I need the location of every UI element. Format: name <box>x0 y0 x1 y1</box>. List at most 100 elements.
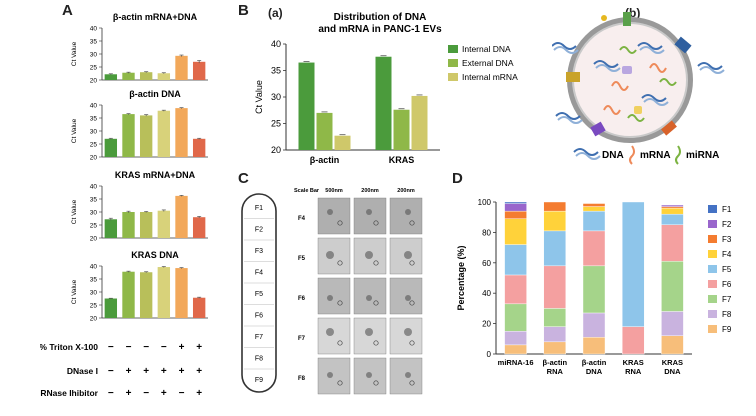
panel-b-tick-label: 40 <box>271 39 281 49</box>
panel-label-a: A <box>62 2 73 19</box>
external-dna-1 <box>697 62 723 70</box>
micrograph-particle <box>327 209 333 215</box>
condition-mark: + <box>179 342 185 353</box>
ev-schematic-drawing: DNA mRNA miRNA <box>552 12 725 165</box>
panel-d-category: KRAS <box>623 358 644 367</box>
panel-d-tick-label: 40 <box>482 289 491 298</box>
condition-mark: + <box>196 388 202 399</box>
panel-d-category: β-actin <box>543 358 568 367</box>
panel-d-segment <box>621 201 645 327</box>
panel-b-legend-label: Internal DNA <box>462 44 511 54</box>
panel-a2-tick-label: 35 <box>90 116 98 123</box>
panel-a2-bar <box>157 110 171 157</box>
panel-label-c: C <box>238 170 249 187</box>
panel-d-legend-label: F9 <box>722 325 732 334</box>
panel-d-segment <box>543 230 567 267</box>
panel-d-category: DNA <box>586 367 603 376</box>
panel-a1-tick-label: 30 <box>90 52 98 59</box>
micrograph-particle <box>405 209 411 215</box>
panel-a1-bar <box>175 55 188 80</box>
micrograph-particle <box>327 372 333 378</box>
micrograph <box>389 197 423 235</box>
micrograph-particle <box>404 328 412 336</box>
panel-d-segment <box>621 326 645 355</box>
stacked-chart: 100 80 60 40 20 0 Percentage (%) miRNA-16 β-acti… <box>456 198 732 376</box>
panel-a2-tick-label: 20 <box>90 155 98 162</box>
micrograph-row-label: F5 <box>298 256 306 262</box>
membrane-protein-3 <box>566 72 580 82</box>
panel-a1-tick-label: 25 <box>90 65 98 72</box>
panel-a3-tick-label: 40 <box>90 184 98 191</box>
panel-d-segment <box>504 303 527 332</box>
panel-a1-bar <box>104 74 118 80</box>
panel-a4-bar <box>139 272 153 318</box>
condition-label: DNase I <box>67 366 98 376</box>
micrograph-row-label: F8 <box>298 376 306 382</box>
panel-label-b: B <box>238 2 249 19</box>
micrograph <box>317 197 351 235</box>
panel-a2-bar <box>122 114 135 157</box>
panel-d-legend-swatch <box>708 250 717 258</box>
panel-a2-tick-label: 40 <box>90 103 98 110</box>
panel-d-ylabel: Percentage (%) <box>456 245 466 310</box>
condition-label: 1% Triton X-100 <box>40 342 98 352</box>
condition-mark: + <box>126 388 132 399</box>
panel-b-tick-label: 35 <box>271 66 281 76</box>
panel-d-segment <box>582 230 606 267</box>
fraction-label: F1 <box>255 205 263 212</box>
condition-mark: − <box>143 342 149 353</box>
panel-a-charts: β-actin mRNA+DNA 40 35 30 25 20 Ct Value β-acti… <box>40 12 208 399</box>
panel-d-segment <box>504 344 527 355</box>
internal-dna-5 <box>641 94 667 102</box>
external-dna-3 <box>552 42 577 50</box>
panel-a3-bar <box>157 210 171 238</box>
panel-b-tick-label: 20 <box>271 145 281 155</box>
panel-d-legend-label: F8 <box>722 310 732 319</box>
panel-b-tick-label: 30 <box>271 92 281 102</box>
micrograph <box>317 317 351 355</box>
fraction-panel: F1 F2 F3 F4 F5 F6 F7 F8 F9 Scale Bar 500nm 200nm 200… <box>241 188 423 395</box>
membrane-protein-5 <box>661 120 677 136</box>
panel-d-segment <box>661 261 684 312</box>
panel-a4-ylabel: Ct Value <box>71 279 78 304</box>
panel-d-segment <box>661 213 684 226</box>
panel-d-legend-label: F1 <box>722 205 732 214</box>
panel-a2-bar <box>104 138 118 157</box>
panel-d-category: RNA <box>625 367 642 376</box>
panel-d-tick-label: 100 <box>478 198 492 207</box>
fraction-tube <box>241 193 277 393</box>
panel-a3-bar <box>104 219 118 238</box>
panel-b-legend-swatch <box>448 73 458 81</box>
panel-d-category: miRNA-16 <box>498 358 534 367</box>
panel-d-segment <box>543 326 567 343</box>
condition-mark: + <box>196 342 202 353</box>
panel-d-category: DNA <box>664 367 681 376</box>
panel-c: F1 F2 F3 F4 F5 F6 F7 F8 F9 Scale Bar 500nm 200nm 200… <box>236 184 436 414</box>
panel-a1-tick-label: 40 <box>90 26 98 33</box>
panel-b-bar <box>393 109 410 150</box>
panel-d-category: RNA <box>547 367 564 376</box>
panel-a3-bar <box>122 212 135 238</box>
panel-b-bar <box>316 112 333 150</box>
panel-a2-title: β-actin DNA <box>129 89 181 99</box>
mirna-1 <box>619 46 637 54</box>
legend-mrna-label: mRNA <box>640 150 671 161</box>
condition-mark: − <box>179 388 185 399</box>
panel-d-legend-label: F5 <box>722 265 732 274</box>
panel-d-tick-label: 60 <box>482 259 491 268</box>
panel-b-tick-label: 25 <box>271 119 281 129</box>
panel-d-segment <box>543 210 567 232</box>
micrograph-particle <box>365 328 373 336</box>
panel-a2-bar <box>175 108 188 157</box>
panel-d-legend-label: F2 <box>722 220 732 229</box>
legend-dna-icon-strand <box>575 152 601 160</box>
legend-dna-label: DNA <box>602 150 624 161</box>
membrane-protein-1 <box>623 12 631 26</box>
panel-a4-tick-label: 40 <box>90 264 98 271</box>
panel-d-segment <box>661 206 684 209</box>
condition-label: RNase Ihibitor <box>40 388 98 398</box>
legend-dna-icon <box>573 148 599 156</box>
panel-d-segment <box>661 335 684 355</box>
panel-d-segment <box>582 203 606 207</box>
micrograph-particle <box>373 380 379 386</box>
